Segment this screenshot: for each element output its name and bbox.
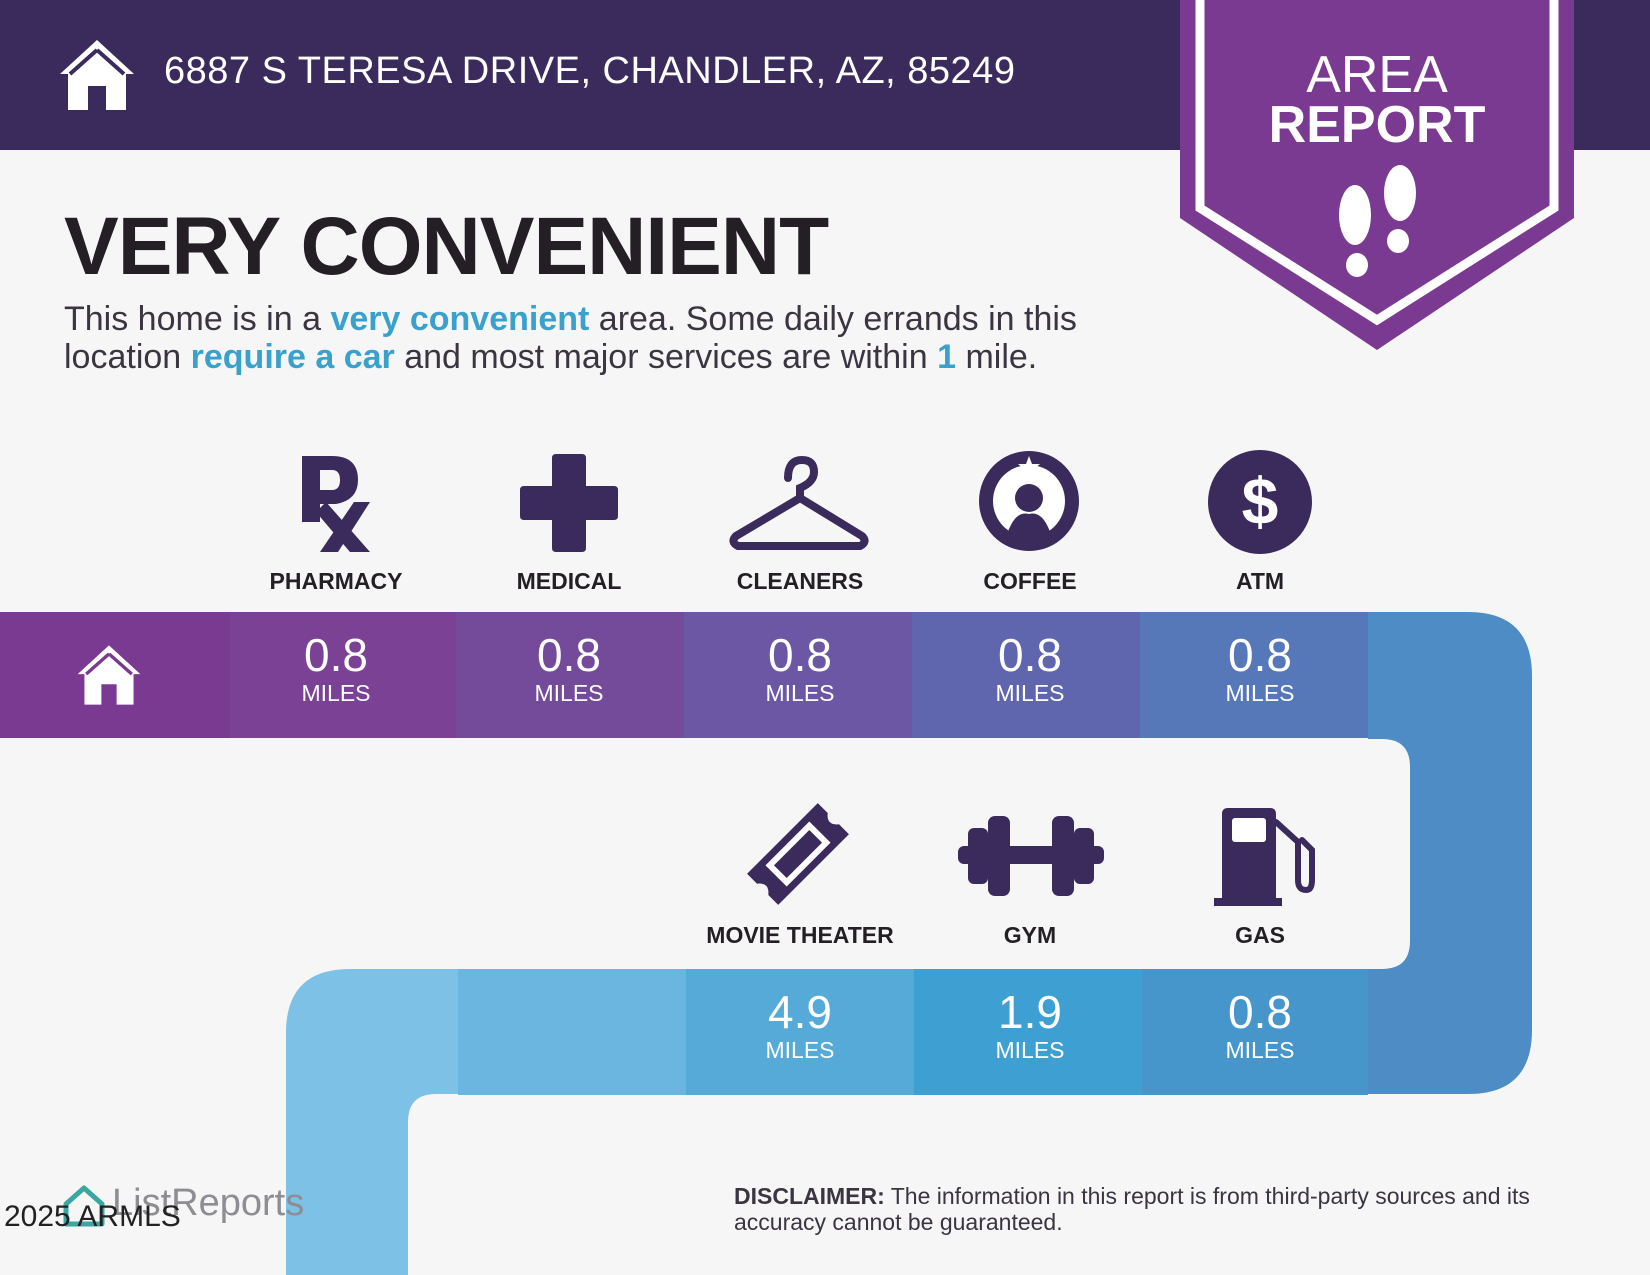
property-address: 6887 S TERESA DRIVE, CHANDLER, AZ, 85249 bbox=[164, 50, 1016, 92]
area-report-badge bbox=[1180, 0, 1574, 350]
summary-text: This home is in a very convenient area. … bbox=[64, 300, 1077, 376]
distance-value: 1.9 MILES bbox=[995, 986, 1065, 1063]
dollar-icon: $ bbox=[1208, 450, 1312, 554]
distance-value: 0.8 MILES bbox=[534, 629, 604, 706]
home-icon bbox=[60, 40, 134, 110]
distance-value: 4.9 MILES bbox=[765, 986, 835, 1063]
distance-value: 0.8 MILES bbox=[995, 629, 1065, 706]
disclaimer: DISCLAIMER: The information in this repo… bbox=[734, 1183, 1530, 1235]
distance-cell bbox=[1142, 969, 1368, 1095]
category-label: CLEANERS bbox=[736, 568, 864, 594]
badge-title-line1: AREA bbox=[1306, 46, 1448, 104]
category-label: PHARMACY bbox=[269, 568, 403, 594]
distance-cell bbox=[456, 612, 684, 738]
distance-cell bbox=[1140, 612, 1368, 738]
rx-icon bbox=[302, 456, 370, 552]
distance-value: 0.8 MILES bbox=[301, 629, 371, 706]
route-cell bbox=[458, 969, 686, 1095]
svg-text:$: $ bbox=[1242, 464, 1279, 538]
distance-value: 0.8 MILES bbox=[1225, 629, 1295, 706]
category-label: COFFEE bbox=[983, 568, 1077, 594]
coffee-logo-icon bbox=[979, 451, 1079, 551]
distance-cell bbox=[230, 612, 456, 738]
dumbbell-icon bbox=[958, 816, 1104, 896]
distance-cell bbox=[684, 612, 912, 738]
distance-value: 0.8 MILES bbox=[1225, 986, 1295, 1063]
medical-cross-icon bbox=[520, 454, 618, 552]
brand-logo-icon bbox=[63, 1185, 105, 1227]
gas-pump-icon bbox=[1214, 808, 1315, 906]
distance-value: 0.8 MILES bbox=[765, 629, 835, 706]
brand-name: ListReports bbox=[112, 1182, 305, 1224]
convenience-rating: VERY CONVENIENT bbox=[64, 201, 829, 292]
distance-cell bbox=[686, 969, 914, 1095]
category-label: GYM bbox=[1003, 922, 1057, 948]
footprints-icon bbox=[1339, 165, 1416, 277]
ticket-icon bbox=[747, 803, 849, 905]
distance-cell bbox=[912, 612, 1140, 738]
category-label: ATM bbox=[1235, 568, 1285, 594]
distance-cell bbox=[914, 969, 1142, 1095]
category-label: MOVIE THEATER bbox=[706, 922, 894, 948]
hanger-icon bbox=[729, 455, 869, 550]
badge-title-line2: REPORT bbox=[1268, 96, 1486, 154]
home-icon bbox=[77, 645, 141, 705]
category-label: GAS bbox=[1235, 922, 1285, 948]
category-label: MEDICAL bbox=[516, 568, 622, 594]
copyright: 2025 ARMLS bbox=[4, 1200, 181, 1233]
